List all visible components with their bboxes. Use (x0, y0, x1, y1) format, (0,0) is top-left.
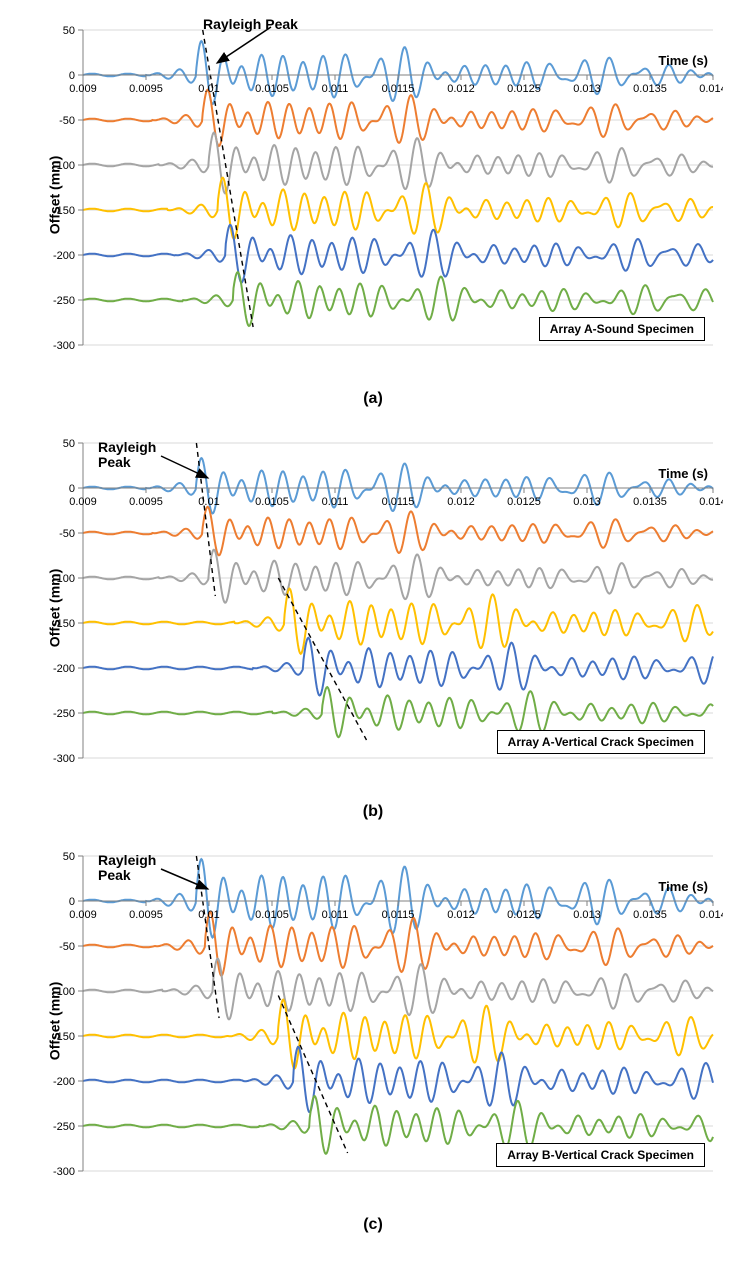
x-tick-label: 0.009 (69, 909, 97, 921)
legend-box: Array A-Sound Specimen (539, 317, 705, 341)
y-tick-label: 0 (69, 896, 75, 908)
x-tick-label: 0.012 (447, 909, 475, 921)
waveform-series-4 (83, 1047, 713, 1112)
y-tick-label: -300 (53, 340, 75, 352)
x-tick-label: 0.0115 (382, 496, 415, 508)
y-tick-label: -300 (53, 753, 75, 765)
waveform-series-3 (83, 178, 713, 239)
x-tick-label: 0.0135 (633, 909, 667, 921)
charts-root: 0.009 0.0095 0.01 0.0105 0.011 0.0115 0.012 0.0… (15, 15, 731, 1234)
x-axis-label: Time (s) (658, 466, 708, 481)
x-tick-label: 0.0105 (255, 83, 289, 95)
rayleigh-peak-label: Rayleigh Peak (203, 17, 298, 32)
waveform-series-1 (83, 90, 713, 146)
y-tick-label: 50 (63, 25, 75, 37)
y-tick-label: -200 (53, 1076, 75, 1088)
x-tick-label: 0.013 (573, 83, 601, 95)
y-tick-label: -300 (53, 1166, 75, 1178)
chart-c: 0.009 0.0095 0.01 0.0105 0.011 0.0115 0.012 0.0… (23, 841, 723, 1201)
x-axis-label: Time (s) (658, 879, 708, 894)
x-tick-label: 0.0135 (633, 83, 667, 95)
x-tick-label: 0.0125 (507, 909, 541, 921)
rayleigh-peak-label: RayleighPeak (98, 440, 156, 471)
x-tick-label: 0.012 (447, 83, 475, 95)
x-tick-label: 0.0125 (507, 83, 541, 95)
y-tick-label: -250 (53, 708, 75, 720)
x-tick-label: 0.0135 (633, 496, 667, 508)
x-tick-label: 0.014 (699, 83, 723, 95)
x-axis-label: Time (s) (658, 53, 708, 68)
y-tick-label: 0 (69, 483, 75, 495)
x-tick-label: 0.011 (322, 909, 349, 921)
rayleigh-arrow (161, 869, 208, 889)
y-tick-label: -250 (53, 295, 75, 307)
waveform-series-2 (83, 550, 713, 603)
x-tick-label: 0.009 (69, 496, 97, 508)
x-tick-label: 0.011 (322, 83, 349, 95)
chart-a: 0.009 0.0095 0.01 0.0105 0.011 0.0115 0.012 0.0… (23, 15, 723, 375)
x-tick-label: 0.0115 (382, 83, 415, 95)
x-tick-label: 0.013 (573, 909, 601, 921)
y-tick-label: -200 (53, 663, 75, 675)
waveform-series-3 (83, 1000, 713, 1069)
y-tick-label: -50 (59, 941, 75, 953)
x-tick-label: 0.0105 (255, 909, 289, 921)
waveform-series-0 (83, 859, 713, 937)
y-axis-label: Offset (mm) (46, 569, 62, 648)
y-tick-label: -50 (59, 115, 75, 127)
x-tick-label: 0.01 (198, 83, 219, 95)
rayleigh-peak-label: RayleighPeak (98, 853, 156, 884)
waveform-series-4 (83, 638, 713, 696)
x-tick-label: 0.01 (198, 909, 219, 921)
waveform-series-2 (83, 959, 713, 1020)
y-axis-label: Offset (mm) (46, 982, 62, 1061)
subplot-label-b: (b) (15, 803, 731, 821)
y-axis-label: Offset (mm) (46, 156, 62, 235)
x-tick-label: 0.01 (198, 496, 219, 508)
x-tick-label: 0.014 (699, 909, 723, 921)
y-tick-label: -50 (59, 528, 75, 540)
x-tick-label: 0.0095 (129, 83, 163, 95)
x-tick-label: 0.012 (447, 496, 475, 508)
subplot-label-a: (a) (15, 390, 731, 408)
x-tick-label: 0.011 (322, 496, 349, 508)
waveform-series-1 (83, 912, 713, 976)
y-tick-label: -200 (53, 250, 75, 262)
x-tick-label: 0.009 (69, 83, 97, 95)
waveform-series-3 (83, 589, 713, 654)
x-tick-label: 0.0095 (129, 496, 163, 508)
y-tick-label: 0 (69, 70, 75, 82)
x-tick-label: 0.0095 (129, 909, 163, 921)
x-tick-label: 0.013 (573, 496, 601, 508)
y-tick-label: -250 (53, 1121, 75, 1133)
x-tick-label: 0.0115 (382, 909, 415, 921)
y-tick-label: 50 (63, 438, 75, 450)
waveform-series-1 (83, 507, 713, 556)
chart-b: 0.009 0.0095 0.01 0.0105 0.011 0.0115 0.012 0.0… (23, 428, 723, 788)
legend-box: Array A-Vertical Crack Specimen (497, 730, 705, 754)
x-tick-label: 0.014 (699, 496, 723, 508)
subplot-label-c: (c) (15, 1216, 731, 1234)
y-tick-label: 50 (63, 851, 75, 863)
legend-box: Array B-Vertical Crack Specimen (496, 1143, 705, 1167)
waveform-series-4 (83, 225, 713, 283)
x-tick-label: 0.0125 (507, 496, 541, 508)
x-tick-label: 0.0105 (255, 496, 289, 508)
